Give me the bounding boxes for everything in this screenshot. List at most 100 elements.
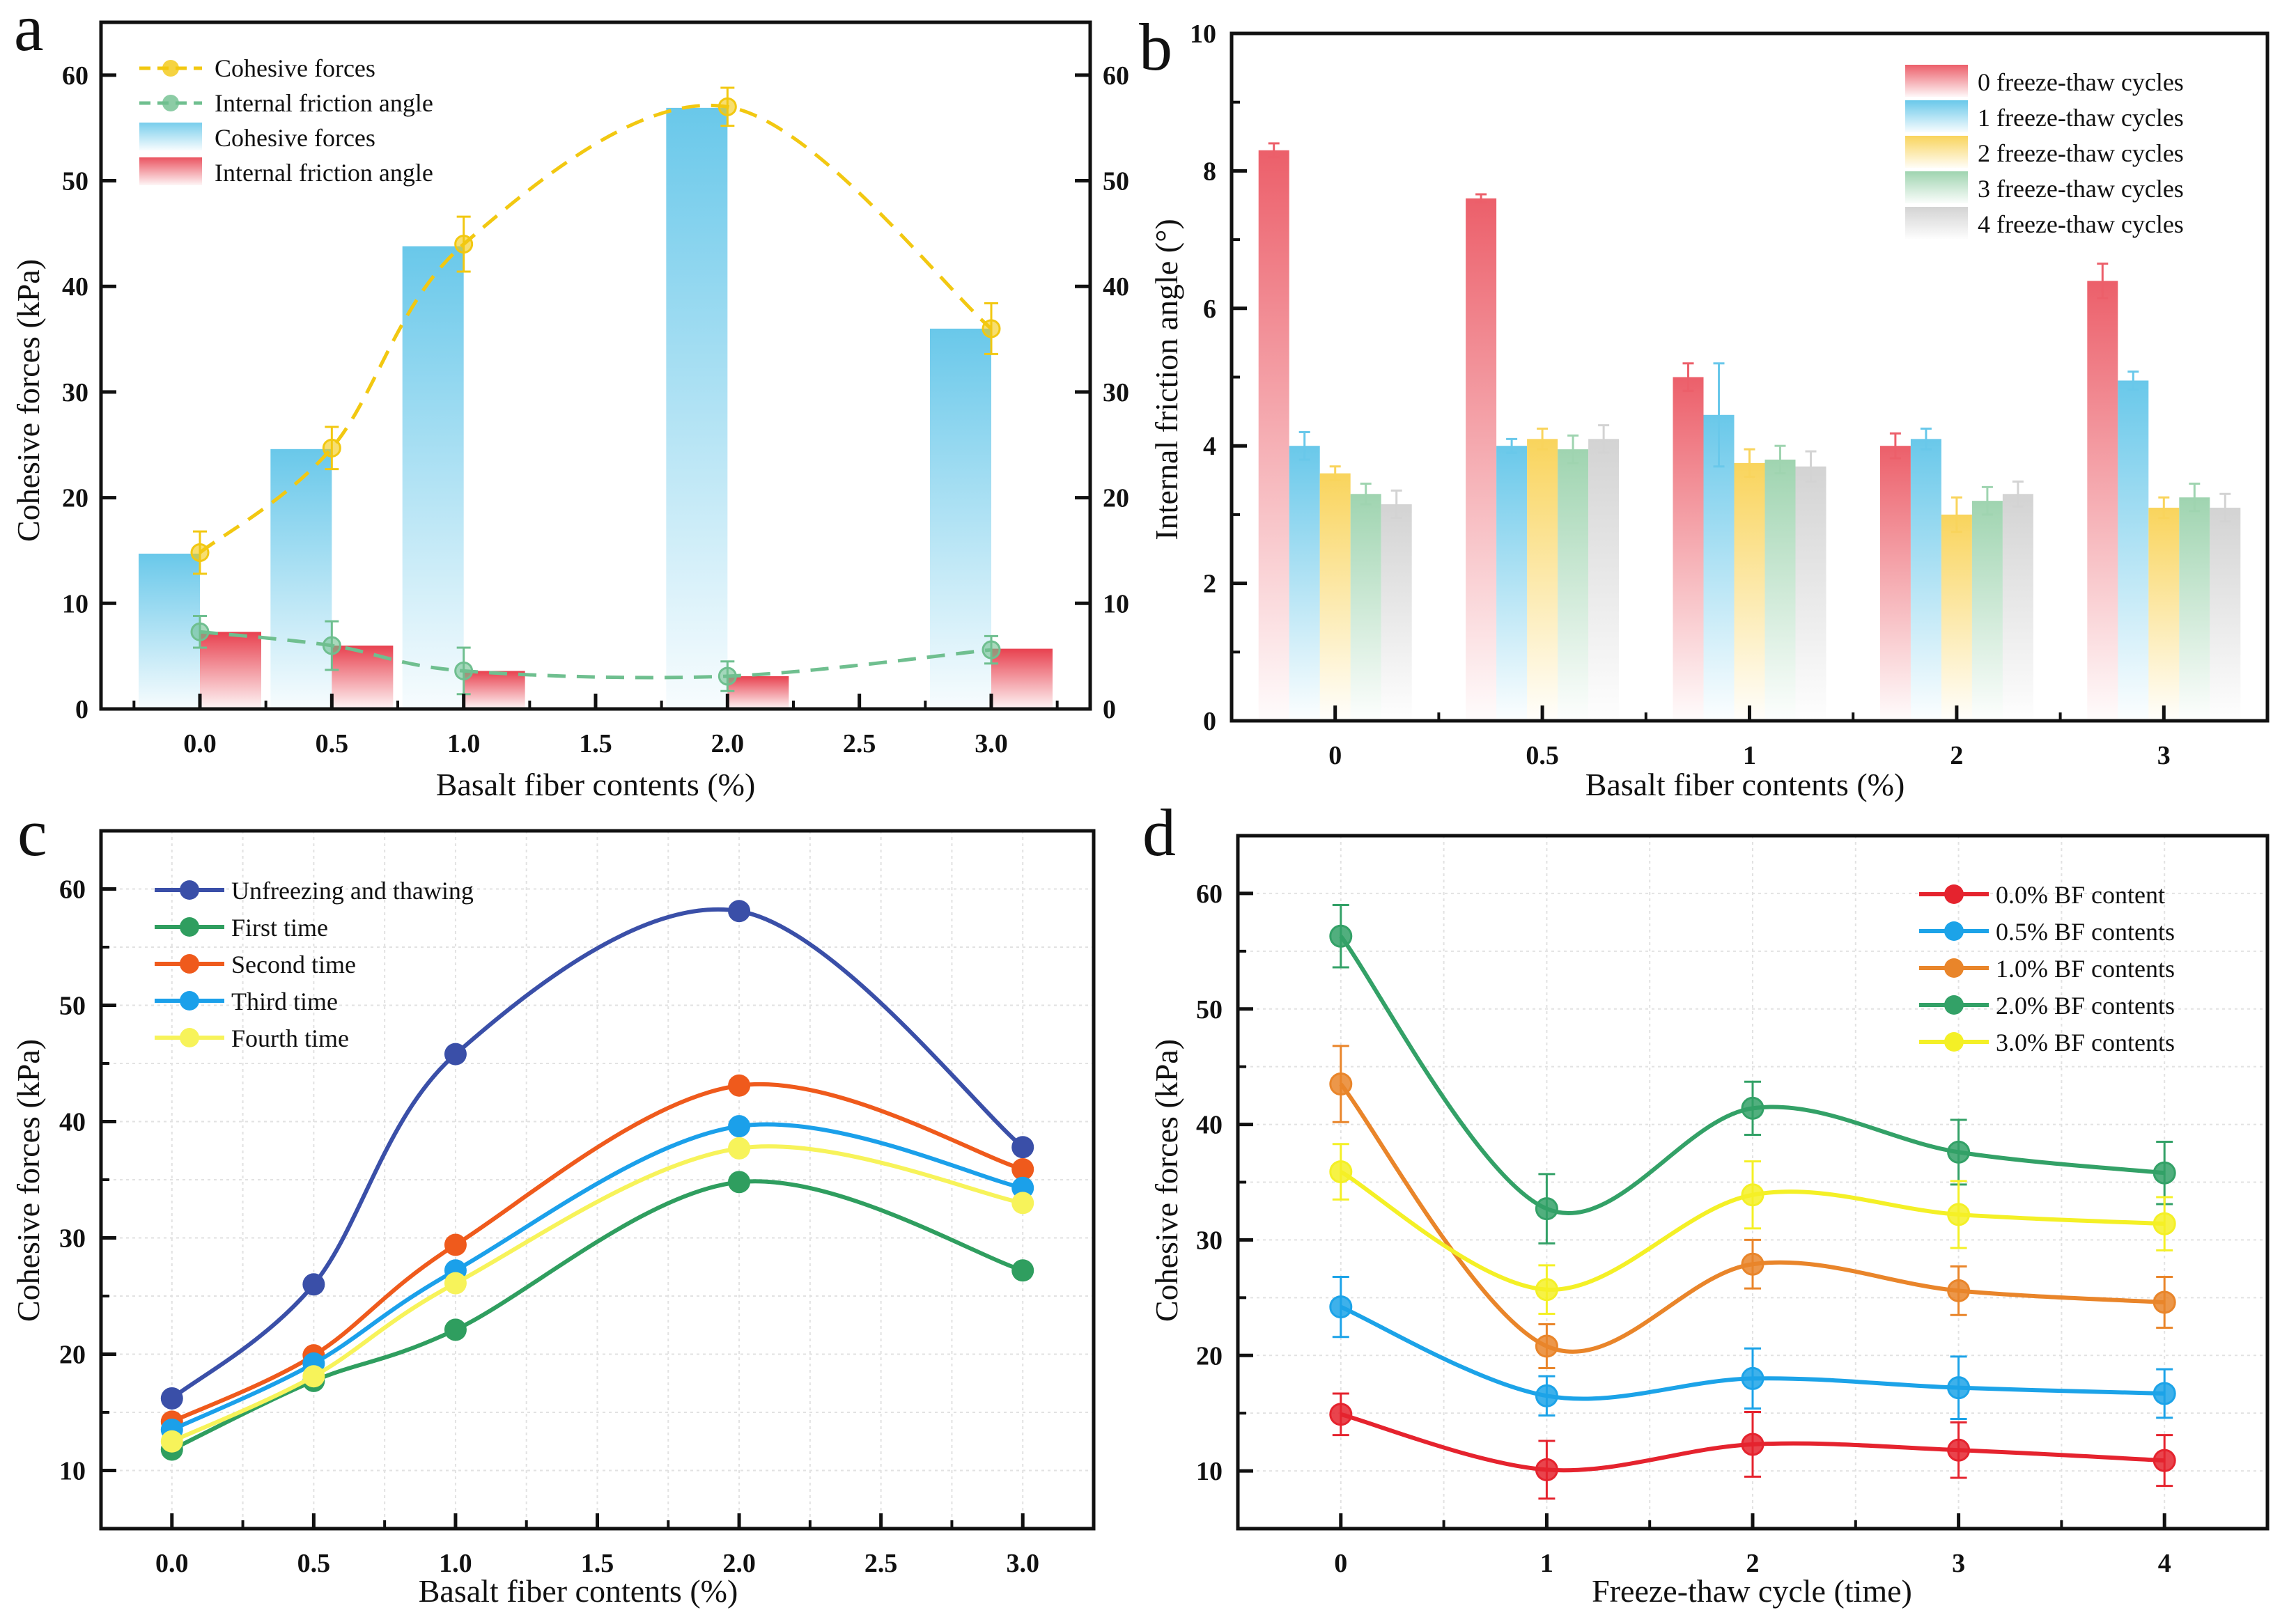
x-tick-label: 2.0 bbox=[722, 1549, 756, 1578]
bar-2-freeze-thaw-cycles bbox=[2148, 508, 2180, 721]
data-point bbox=[1947, 1203, 1971, 1226]
legend-label: First time bbox=[231, 914, 328, 942]
bar-2-freeze-thaw-cycles bbox=[1941, 514, 1972, 721]
y-tick-label: 40 bbox=[62, 272, 88, 302]
data-point bbox=[160, 1387, 183, 1410]
bar-2-freeze-thaw-cycles bbox=[1319, 473, 1351, 721]
bar-cohesive-forces bbox=[402, 246, 464, 709]
data-point bbox=[982, 640, 1001, 660]
data-point bbox=[2152, 1161, 2176, 1185]
panel-a-legend: Cohesive forces Internal friction angle Co… bbox=[139, 54, 433, 187]
x-tick-label: 3.0 bbox=[1006, 1549, 1039, 1578]
bar-3-freeze-thaw-cycles bbox=[1971, 501, 2003, 721]
data-point bbox=[728, 1171, 751, 1194]
x-tick-label: 4 bbox=[2158, 1549, 2171, 1578]
bar-cohesive-forces bbox=[139, 554, 200, 709]
panel-c-grid bbox=[101, 831, 1094, 1529]
legend-label: Cohesive forces bbox=[215, 54, 375, 82]
data-point bbox=[302, 1273, 325, 1296]
legend-swatch bbox=[139, 157, 202, 185]
data-point bbox=[444, 1272, 467, 1295]
legend-marker bbox=[1944, 995, 1964, 1015]
bar-0-freeze-thaw-cycles bbox=[1673, 377, 1704, 721]
data-point bbox=[2152, 1212, 2176, 1235]
bar-3-freeze-thaw-cycles bbox=[2179, 497, 2210, 721]
data-point bbox=[1329, 1072, 1353, 1096]
data-point bbox=[718, 666, 737, 686]
x-tick-label: 0.5 bbox=[297, 1549, 331, 1578]
panel-b-ylabel: Internal friction angle (°) bbox=[1149, 219, 1184, 540]
line-second-time bbox=[171, 1082, 1024, 1424]
data-point bbox=[728, 1137, 751, 1160]
panel-d: d 10 20 30 40 50 60 0 1 2 3 4 0.0% BF content 0.5% … bbox=[1142, 795, 2270, 1609]
y-tick-label: 10 bbox=[59, 1457, 86, 1486]
panel-b-xlabel: Basalt fiber contents (%) bbox=[1585, 767, 1905, 802]
data-point bbox=[1011, 1157, 1034, 1180]
legend-label: Unfreezing and thawing bbox=[231, 877, 474, 905]
panel-a-bars bbox=[139, 107, 1053, 709]
panel-b: b 0 2 4 6 8 10 0 0.5 1 2 3 0 freeze-thaw cycles 1 f… bbox=[1139, 10, 2270, 802]
panel-d-xlabel: Freeze-thaw cycle (time) bbox=[1592, 1573, 1912, 1609]
panel-c-axes: 10 20 30 40 50 60 0.0 0.5 1.0 1.5 2.0 2.5 3.0 bbox=[59, 829, 1096, 1578]
x-tick-label: 3 bbox=[2157, 741, 2171, 770]
data-point bbox=[728, 1115, 751, 1138]
bar-internal-friction-angle bbox=[200, 632, 261, 709]
bar-1-freeze-thaw-cycles bbox=[1910, 439, 1941, 721]
legend-label: 3.0% BF contents bbox=[1996, 1029, 2175, 1056]
bar-0-freeze-thaw-cycles bbox=[1466, 198, 1497, 721]
y-tick-label: 40 bbox=[1196, 1111, 1223, 1140]
x-tick-label: 3 bbox=[1952, 1549, 1965, 1578]
x-tick-label: 0 bbox=[1328, 741, 1342, 770]
y-tick-label: 30 bbox=[59, 1224, 86, 1254]
data-point bbox=[1947, 1279, 1971, 1302]
legend-marker bbox=[1944, 1032, 1964, 1052]
data-point bbox=[1535, 1278, 1558, 1302]
bar-4-freeze-thaw-cycles bbox=[1588, 439, 1620, 721]
y-tick-label: 30 bbox=[1103, 378, 1129, 407]
panel-a-axes: 0 10 20 30 40 50 60 0 10 20 30 40 50 60 0.0 0.5 1.0 1.5 2.… bbox=[62, 20, 1129, 758]
bar-4-freeze-thaw-cycles bbox=[2210, 508, 2241, 721]
bar-cohesive-forces bbox=[666, 107, 728, 709]
legend-marker bbox=[180, 1028, 199, 1047]
data-point bbox=[444, 1043, 467, 1066]
y-tick-label: 50 bbox=[1196, 995, 1223, 1024]
y-tick-label: 30 bbox=[1196, 1226, 1223, 1255]
data-point bbox=[1329, 1403, 1353, 1426]
y-tick-label: 10 bbox=[1190, 19, 1216, 49]
bar-4-freeze-thaw-cycles bbox=[1381, 504, 1412, 721]
data-point bbox=[1535, 1458, 1558, 1481]
data-point bbox=[1535, 1334, 1558, 1358]
data-point bbox=[1329, 924, 1353, 948]
data-point bbox=[1741, 1183, 1764, 1207]
bar-cohesive-forces bbox=[930, 328, 991, 709]
legend-label: 3 freeze-thaw cycles bbox=[1978, 175, 2184, 203]
panel-d-lines bbox=[1329, 904, 2176, 1500]
data-point bbox=[302, 1365, 325, 1388]
panel-a-lines bbox=[190, 86, 1001, 696]
x-tick-label: 1.5 bbox=[579, 729, 612, 758]
y-tick-label: 10 bbox=[1196, 1457, 1223, 1486]
data-point bbox=[1741, 1252, 1764, 1276]
bar-internal-friction-angle bbox=[332, 645, 394, 709]
data-point bbox=[2152, 1449, 2176, 1472]
legend-marker bbox=[1944, 958, 1964, 978]
bar-cohesive-forces bbox=[270, 448, 332, 709]
panel-c: c 10 20 30 40 50 60 0.0 0.5 1.0 1.5 2.0 2.5 3.0 Unfr… bbox=[10, 795, 1096, 1609]
line-fourth-time bbox=[171, 1144, 1023, 1444]
bar-2-freeze-thaw-cycles bbox=[1527, 439, 1558, 721]
bar-0-freeze-thaw-cycles bbox=[2087, 281, 2118, 721]
bar-internal-friction-angle bbox=[991, 648, 1053, 709]
legend-swatch bbox=[1905, 136, 1968, 168]
data-point bbox=[444, 1318, 467, 1341]
data-point bbox=[1011, 1259, 1034, 1282]
legend-swatch bbox=[1905, 171, 1968, 203]
x-tick-label: 1.0 bbox=[439, 1549, 472, 1578]
panel-label-c: c bbox=[17, 795, 47, 870]
bar-3-freeze-thaw-cycles bbox=[1764, 459, 1796, 721]
bar-0-freeze-thaw-cycles bbox=[1258, 150, 1289, 721]
y-tick-label: 60 bbox=[1196, 880, 1223, 909]
legend-marker bbox=[162, 60, 179, 77]
data-point bbox=[728, 1074, 751, 1097]
bar-1-freeze-thaw-cycles bbox=[1289, 446, 1320, 721]
